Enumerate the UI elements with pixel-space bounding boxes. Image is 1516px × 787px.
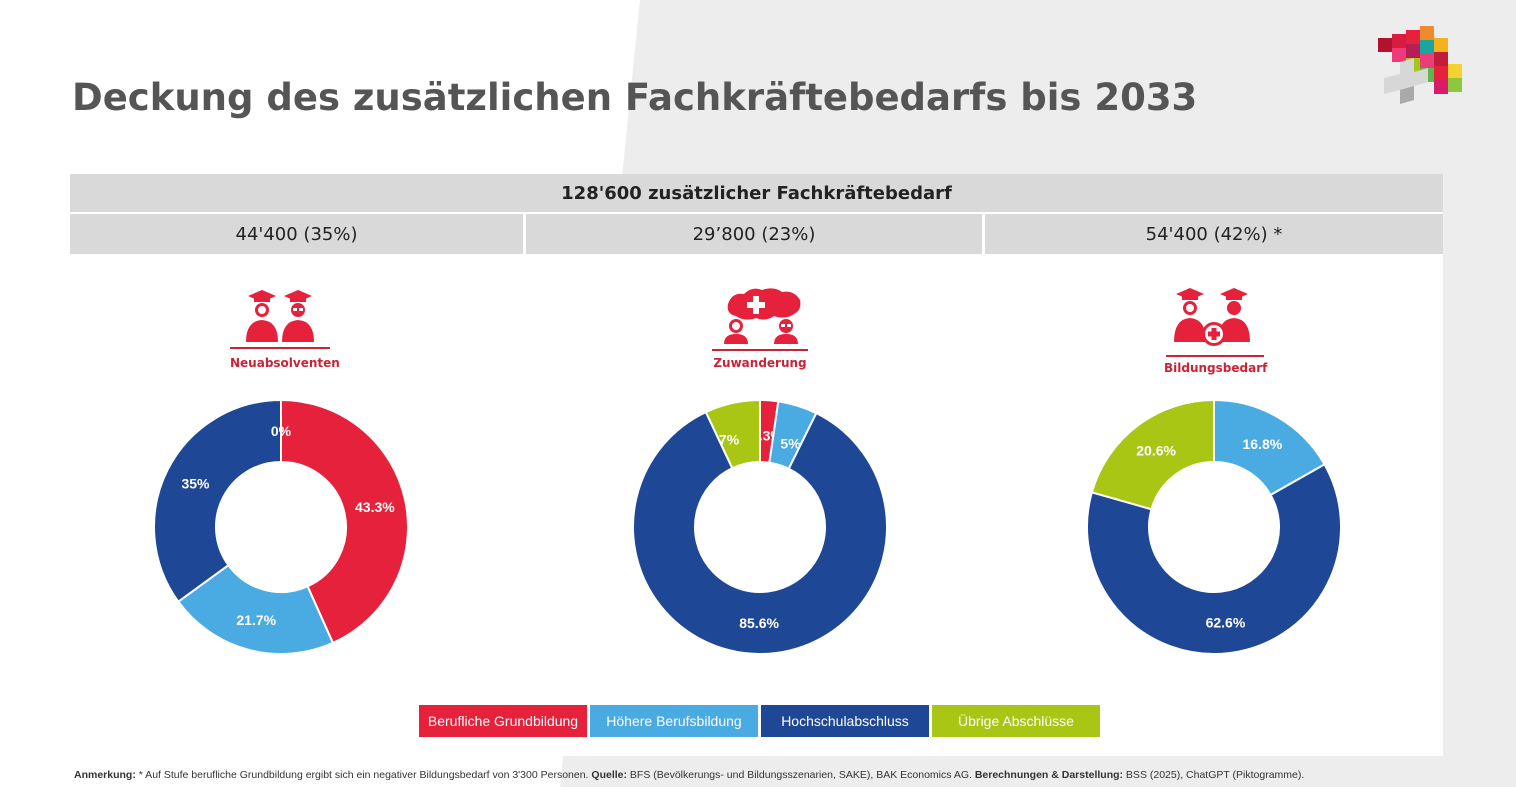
donut-data-label: 62.6% xyxy=(1206,614,1246,630)
label-bildungsbedarf: Bildungsbedarf xyxy=(1164,361,1268,375)
legend-label: Höhere Berufsbildung xyxy=(606,713,742,729)
donut-slice xyxy=(704,398,761,470)
total-demand-header: 128'600 zusätzlicher Fachkräftebedarf xyxy=(70,174,1443,212)
page-title: Deckung des zusätzlichen Fachkräftebedar… xyxy=(72,76,1198,119)
education-demand-icon xyxy=(1174,288,1250,346)
donut-slice xyxy=(176,563,335,655)
footnote-anmerkung-text: * Auf Stufe berufliche Grundbildung ergi… xyxy=(135,769,592,781)
legend-hochschulabschluss: Hochschulabschluss xyxy=(761,705,929,737)
label-zuwanderung: Zuwanderung xyxy=(713,356,807,370)
donut-data-label: 85.6% xyxy=(739,615,779,631)
icon-rule xyxy=(712,349,808,351)
subtotal-bildungsbedarf: 54'400 (42%) * xyxy=(985,214,1443,254)
graduates-icon xyxy=(246,290,314,342)
legend-berufliche-grundbildung: Berufliche Grundbildung xyxy=(419,705,587,737)
logo-icon xyxy=(1378,26,1462,104)
subtotal-neuabsolventen: 44'400 (35%) xyxy=(70,214,523,254)
donut-slice xyxy=(280,398,409,645)
footnote: Anmerkung: * Auf Stufe berufliche Grundb… xyxy=(74,769,1504,781)
legend-label: Berufliche Grundbildung xyxy=(427,713,579,729)
donut-chart-zuwanderung: 2.3%5%85.6%7% xyxy=(632,398,888,655)
footnote-anmerkung-label: Anmerkung: xyxy=(74,769,136,781)
footnote-quelle-text: BFS (Bevölkerungs- und Bildungsszenarien… xyxy=(627,769,975,781)
donut-data-label: 0% xyxy=(271,423,292,439)
donut-data-label: 20.6% xyxy=(1136,442,1176,458)
footnote-berechnungen-label: Berechnungen & Darstellung: xyxy=(974,769,1124,781)
legend-label: Hochschulabschluss xyxy=(781,713,909,729)
donut-slice xyxy=(1086,463,1342,655)
donut-data-label: 16.8% xyxy=(1242,436,1282,452)
legend-uebrige-abschluesse: Übrige Abschlüsse xyxy=(932,705,1100,737)
donut-chart-bildungsbedarf: 16.8% 62.6% 20.6% xyxy=(1086,398,1342,655)
donut-slice xyxy=(1090,398,1215,511)
legend-label: Übrige Abschlüsse xyxy=(958,713,1074,729)
label-neuabsolventen: Neuabsolventen xyxy=(230,356,340,370)
donut-slice xyxy=(632,410,888,655)
icon-rule xyxy=(230,347,330,349)
subtotals-row: 44'400 (35%) 29’800 (23%) 54'400 (42%) * xyxy=(70,214,1443,254)
donut-chart-neuabsolventen: 43.3% 21.7% 35% 0% xyxy=(153,398,409,655)
icon-rule xyxy=(1166,355,1264,357)
legend-hoehere-berufsbildung: Höhere Berufsbildung xyxy=(590,705,758,737)
donut-slice xyxy=(153,398,282,604)
footnote-berechnungen-text: BSS (2025), ChatGPT (Piktogramme). xyxy=(1123,769,1305,781)
swiss-map-icon xyxy=(724,288,801,344)
footnote-quelle-label: Quelle: xyxy=(591,769,627,781)
subtotal-zuwanderung: 29’800 (23%) xyxy=(526,214,982,254)
donut-data-label: 21.7% xyxy=(236,612,276,628)
donut-data-label: 7% xyxy=(719,431,740,447)
donut-data-label: 43.3% xyxy=(355,499,395,515)
donut-data-label: 5% xyxy=(780,435,801,451)
donut-data-label: 35% xyxy=(181,475,210,491)
